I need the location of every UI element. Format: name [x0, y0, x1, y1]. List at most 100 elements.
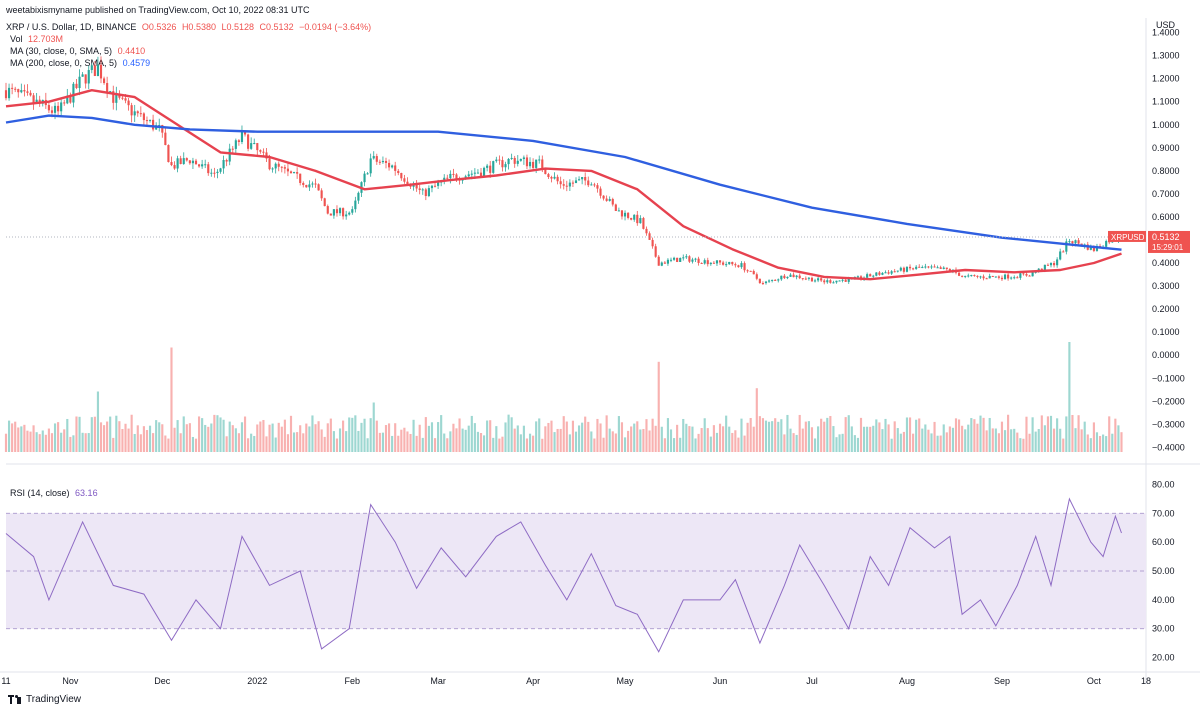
- candle-body: [302, 182, 305, 185]
- volume-legend: Vol 12.703M: [10, 34, 66, 44]
- volume-bar: [75, 416, 78, 452]
- volume-bar: [1022, 438, 1025, 452]
- volume-bar: [219, 417, 222, 452]
- candle-body: [1089, 246, 1092, 250]
- volume-bar: [538, 418, 541, 452]
- low-value: L0.5128: [221, 22, 255, 32]
- candle-body: [29, 92, 32, 96]
- candle-body: [884, 272, 887, 274]
- candle-body: [700, 262, 703, 264]
- time-tick-label: May: [617, 676, 635, 686]
- volume-bar: [357, 430, 360, 452]
- candle-body: [801, 278, 804, 280]
- volume-bar: [486, 420, 489, 452]
- candle-body: [804, 278, 807, 280]
- candle-body: [188, 160, 191, 164]
- candle-body: [565, 185, 568, 187]
- candle-body: [905, 266, 909, 272]
- volume-bar: [231, 425, 234, 452]
- volume-bar: [452, 423, 455, 452]
- volume-bar: [265, 436, 268, 452]
- candle-body: [1068, 241, 1071, 243]
- candle-body: [813, 280, 817, 282]
- change-value: −0.0194 (−3.64%): [299, 22, 372, 32]
- candle-body: [50, 110, 54, 113]
- volume-bar: [253, 435, 256, 452]
- rsi-value: 63.16: [75, 488, 98, 498]
- volume-bar: [869, 426, 872, 452]
- candle-body: [387, 162, 391, 168]
- volume-bar: [1080, 429, 1083, 452]
- volume-bar: [823, 421, 826, 452]
- volume-bar: [204, 424, 207, 452]
- candle-body: [1000, 277, 1004, 280]
- candle-body: [994, 276, 997, 278]
- candle-body: [7, 87, 11, 99]
- volume-bar: [614, 433, 617, 452]
- candle-body: [443, 177, 446, 182]
- candle-body: [1056, 259, 1059, 266]
- volume-bar: [102, 425, 106, 452]
- volume-bar: [250, 433, 253, 452]
- candle-body: [1025, 273, 1028, 276]
- volume-bar: [289, 415, 293, 452]
- volume-bar: [237, 433, 240, 452]
- volume-bar: [286, 434, 290, 452]
- time-tick-label: Mar: [430, 676, 446, 686]
- price-tick-label: 0.3000: [1152, 281, 1180, 291]
- candle-body: [1065, 241, 1068, 252]
- volume-bar: [57, 422, 60, 452]
- candle-body: [421, 189, 424, 191]
- time-tick-label: Dec: [154, 676, 171, 686]
- volume-bar: [961, 425, 964, 452]
- volume-bar: [859, 417, 863, 452]
- candle-body: [890, 271, 893, 274]
- candle-body: [90, 65, 93, 71]
- candle-body: [817, 278, 820, 281]
- candle-body: [1105, 240, 1108, 247]
- volume-bar: [136, 425, 139, 452]
- volume-bar: [568, 434, 571, 452]
- volume-bar: [470, 415, 473, 452]
- candle-body: [280, 166, 283, 168]
- volume-bar: [755, 388, 758, 452]
- volume-bar: [519, 434, 522, 452]
- rsi-tick-label: 20.00: [1152, 653, 1175, 663]
- volume-bar: [979, 415, 982, 452]
- volume-bar: [372, 402, 375, 452]
- candle-body: [559, 181, 562, 185]
- volume-bar: [240, 422, 244, 452]
- rsi-tick-label: 30.00: [1152, 624, 1175, 634]
- volume-bar: [559, 428, 562, 452]
- price-tick-label: 0.8000: [1152, 166, 1180, 176]
- candle-body: [348, 212, 351, 215]
- candle-body: [470, 173, 473, 175]
- candle-body: [679, 257, 682, 262]
- volume-bar: [948, 426, 951, 452]
- volume-bar: [605, 415, 608, 452]
- volume-bar: [862, 426, 866, 452]
- volume-bar: [783, 434, 786, 452]
- candle-body: [663, 262, 666, 264]
- candle-body: [1003, 274, 1007, 280]
- candle-body: [847, 278, 850, 282]
- candle-body: [666, 259, 670, 264]
- volume-bar: [516, 425, 519, 452]
- candle-body: [538, 159, 541, 161]
- candle-body: [807, 277, 810, 279]
- candle-body: [688, 256, 691, 262]
- candle-body: [630, 217, 633, 220]
- candle-body: [1016, 277, 1019, 279]
- volume-value: 12.703M: [28, 34, 64, 44]
- volume-bar: [875, 419, 878, 452]
- candle-body: [20, 90, 23, 93]
- candle-body: [66, 95, 69, 104]
- volume-bar: [78, 416, 81, 452]
- candle-body: [685, 256, 688, 258]
- candle-body: [731, 261, 734, 265]
- volume-bar: [997, 433, 1000, 452]
- candle-body: [234, 140, 237, 149]
- candle-body: [78, 76, 81, 89]
- volume-bar: [771, 421, 774, 452]
